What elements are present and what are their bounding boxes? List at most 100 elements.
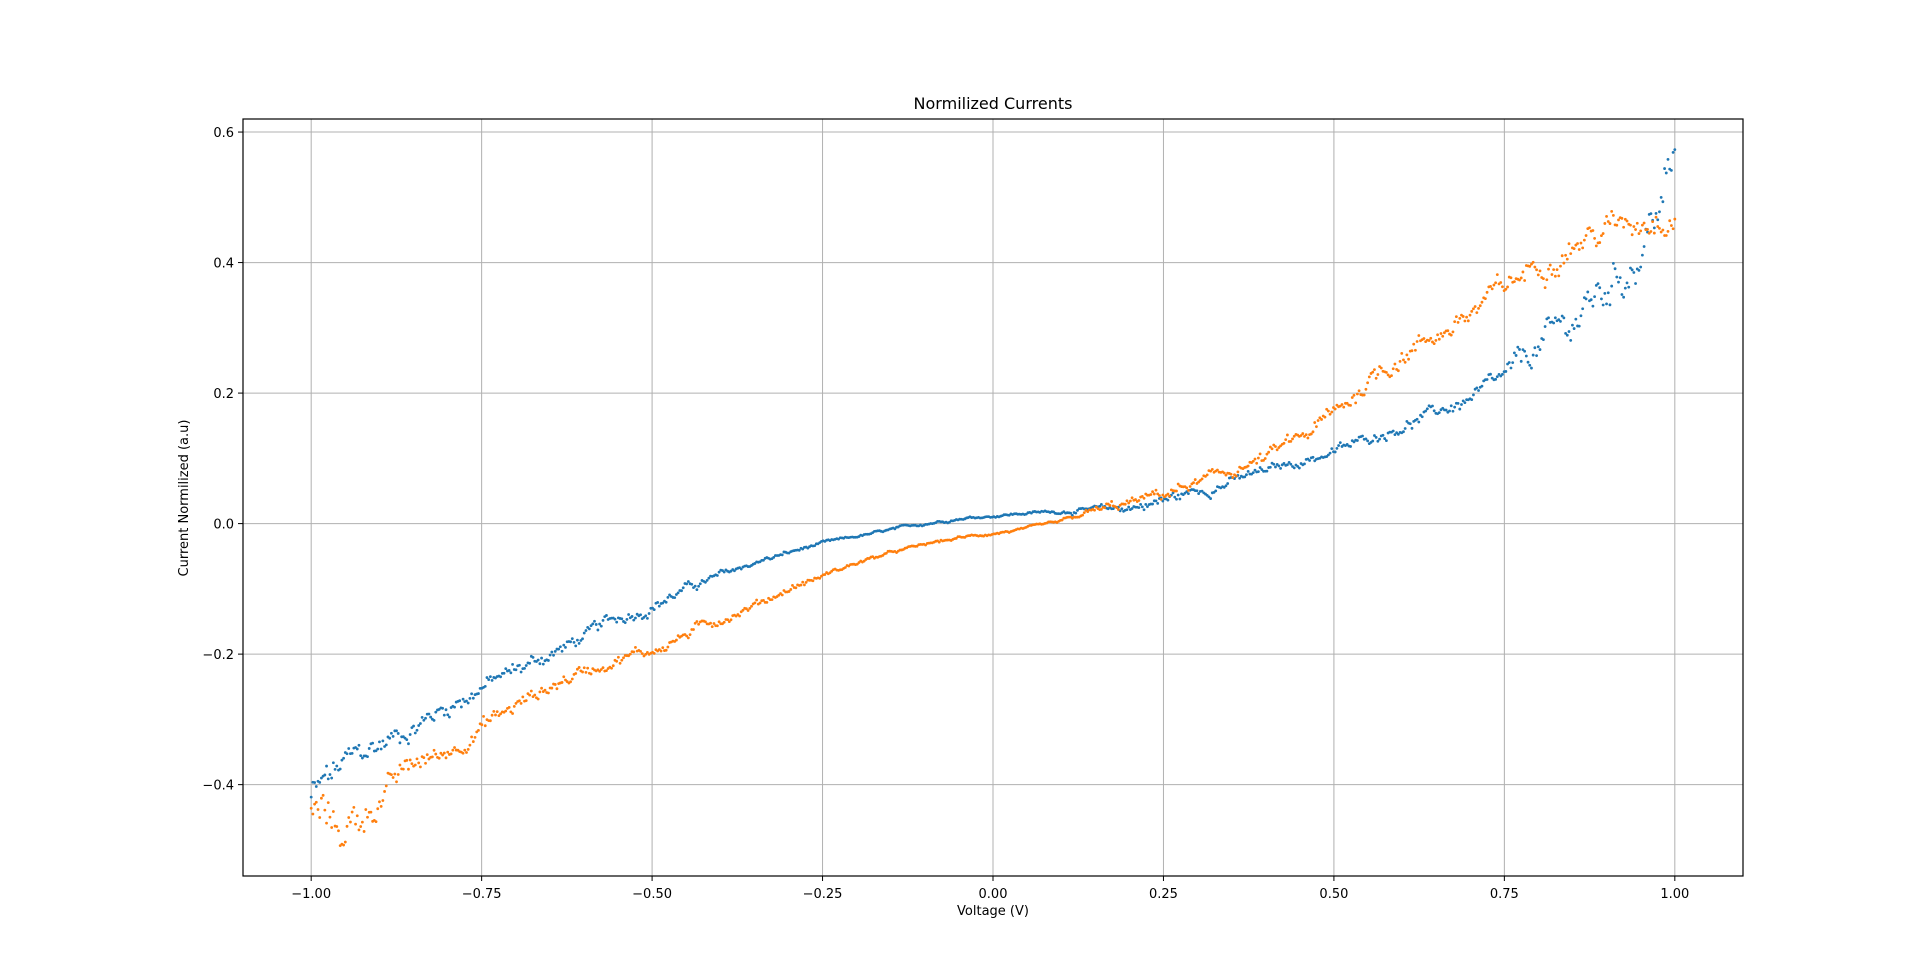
data-point	[466, 701, 470, 705]
data-point	[704, 580, 707, 584]
data-point	[395, 729, 398, 733]
data-point	[1436, 333, 1439, 337]
data-point	[1443, 331, 1446, 335]
data-point	[1509, 366, 1513, 370]
data-point	[451, 748, 455, 752]
x-tick-label: 1.00	[1660, 887, 1689, 902]
data-point	[560, 681, 564, 684]
data-point	[1593, 295, 1596, 299]
data-point	[540, 656, 543, 660]
data-point	[1224, 484, 1228, 488]
data-point	[1137, 506, 1141, 510]
data-point	[1444, 408, 1448, 412]
data-point	[813, 544, 817, 548]
data-point	[524, 664, 528, 667]
data-point	[410, 762, 414, 766]
data-point	[398, 763, 402, 767]
data-point	[593, 619, 596, 623]
data-point	[441, 753, 444, 757]
data-point	[480, 723, 484, 727]
data-point	[352, 805, 356, 809]
data-point	[1166, 492, 1170, 496]
data-point	[408, 758, 412, 762]
data-point	[364, 808, 368, 811]
data-point	[1552, 321, 1556, 325]
data-point	[384, 743, 388, 747]
data-point	[615, 659, 619, 663]
data-point	[1577, 248, 1581, 251]
data-point	[477, 692, 480, 695]
data-point	[717, 620, 721, 624]
data-point	[1514, 354, 1518, 357]
data-point	[316, 808, 320, 811]
data-point	[642, 654, 646, 658]
data-point	[1345, 401, 1349, 405]
data-point	[1134, 498, 1137, 501]
data-point	[1320, 418, 1323, 421]
data-point	[1642, 245, 1646, 248]
data-point	[1146, 505, 1149, 509]
data-point	[379, 747, 383, 751]
data-point	[553, 649, 557, 653]
data-point	[1175, 497, 1178, 501]
data-point	[1565, 333, 1569, 337]
data-point	[536, 658, 540, 662]
data-point	[371, 741, 375, 745]
data-point	[1501, 285, 1504, 289]
data-point	[601, 666, 605, 670]
data-point	[538, 690, 542, 694]
data-point	[715, 574, 719, 577]
data-point	[770, 598, 774, 601]
data-point	[1229, 472, 1233, 476]
data-point	[313, 781, 316, 784]
data-point	[1542, 338, 1545, 342]
data-point	[1591, 304, 1595, 308]
data-point	[780, 553, 784, 557]
data-point	[576, 667, 579, 671]
data-point	[1195, 489, 1199, 493]
data-point	[1649, 212, 1653, 215]
data-point	[323, 808, 327, 812]
data-point	[1501, 372, 1504, 376]
data-point	[1277, 464, 1281, 468]
data-point	[427, 712, 431, 716]
data-point	[680, 589, 683, 593]
data-point	[1598, 241, 1602, 244]
data-point	[1564, 331, 1567, 335]
data-point	[538, 662, 542, 666]
data-point	[330, 776, 334, 780]
data-point	[342, 843, 346, 847]
data-point	[442, 751, 446, 755]
data-point	[666, 645, 670, 649]
data-point	[1316, 419, 1320, 422]
data-point	[487, 678, 491, 681]
data-point	[507, 705, 511, 709]
data-point	[1512, 280, 1516, 283]
data-point	[1579, 241, 1583, 245]
data-point	[1477, 389, 1480, 392]
data-point	[1282, 441, 1286, 445]
data-point	[1142, 508, 1146, 512]
data-point	[634, 645, 637, 649]
data-point	[1420, 415, 1424, 419]
data-point	[791, 584, 794, 587]
data-point	[1291, 437, 1294, 441]
data-point	[378, 740, 381, 744]
data-point	[1289, 440, 1293, 443]
data-point	[1533, 346, 1537, 350]
data-point	[458, 699, 462, 703]
data-point	[1099, 507, 1103, 511]
data-point	[1274, 445, 1277, 448]
data-point	[1663, 167, 1666, 170]
data-point	[1231, 476, 1235, 479]
data-point	[1640, 253, 1644, 257]
data-point	[598, 669, 602, 673]
data-point	[401, 767, 405, 771]
data-point	[1187, 492, 1190, 496]
data-point	[1652, 226, 1656, 230]
data-point	[1603, 292, 1607, 295]
data-point	[425, 753, 429, 757]
data-point	[540, 686, 543, 690]
data-point	[1634, 228, 1637, 231]
data-point	[330, 826, 334, 829]
